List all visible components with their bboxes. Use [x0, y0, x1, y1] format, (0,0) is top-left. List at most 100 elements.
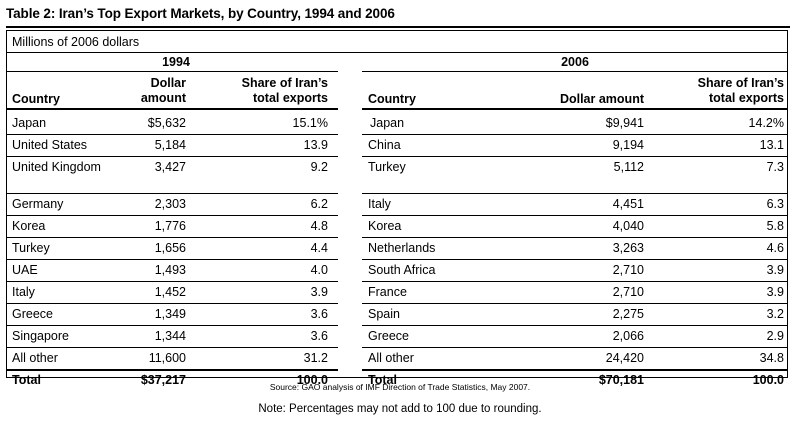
- share-cell-right: 100.0: [752, 373, 784, 387]
- table-row: Italy 1,452 3.9 France 2,710 3.9: [6, 282, 788, 303]
- share-cell-right: 34.8: [759, 351, 784, 365]
- amount-cell-left: 1,349: [154, 307, 186, 321]
- amount-cell-left: 2,303: [154, 197, 186, 211]
- table-row: United Kingdom 3,427 9.2 Turkey 5,112 7.3: [6, 157, 788, 193]
- amount-cell-left: 11,600: [148, 351, 186, 365]
- amount-cell-left: 1,452: [154, 285, 186, 299]
- header-rule-left: [6, 108, 338, 110]
- country-cell-right: Turkey: [368, 160, 406, 174]
- table-row: Greece 1,349 3.6 Spain 2,275 3.2: [6, 304, 788, 325]
- source-line: Source: GAO analysis of IMF Direction of…: [269, 382, 531, 392]
- country-cell-right: Netherlands: [368, 241, 436, 255]
- country-cell-right: All other: [368, 351, 414, 365]
- share-cell-right: 3.9: [766, 285, 784, 299]
- table-frame: [6, 30, 788, 378]
- row-separator-left: [6, 347, 338, 348]
- country-cell-right: Japan: [370, 116, 405, 130]
- country-cell-left: Germany: [12, 197, 64, 211]
- row-separator-left: [6, 134, 338, 135]
- country-cell-left: Greece: [12, 307, 53, 321]
- table-row: Japan $5,632 15.1% Japan $9,941 14.2%: [6, 113, 788, 134]
- share-cell-left: 9.2: [310, 160, 328, 174]
- amount-cell-right: 2,710: [612, 285, 644, 299]
- amount-cell-right: 3,263: [612, 241, 644, 255]
- share-cell-left: 3.6: [310, 307, 328, 321]
- row-separator-left: [6, 369, 338, 371]
- amount-cell-left: 1,656: [154, 241, 186, 255]
- amount-cell-left: 3,427: [154, 160, 186, 174]
- table-title: Table 2: Iran’s Top Export Markets, by C…: [6, 6, 395, 21]
- share-cell-right: 3.2: [766, 307, 784, 321]
- year-heading-left: 1994: [162, 55, 190, 69]
- share-cell-left: 4.0: [310, 263, 328, 277]
- country-cell-left: All other: [12, 351, 58, 365]
- row-separator-left: [6, 215, 338, 216]
- amount-cell-right: 24,420: [605, 351, 644, 365]
- table-row: Singapore 1,344 3.6 Greece 2,066 2.9: [6, 326, 788, 347]
- units-rule: [6, 52, 788, 53]
- table-row: Korea 1,776 4.8 Korea 4,040 5.8: [6, 216, 788, 237]
- amount-cell-right: 9,194: [612, 138, 644, 152]
- amount-cell-right: 2,275: [612, 307, 644, 321]
- header-country-right: Country: [368, 92, 416, 106]
- header-amount-left: Dollar amount: [140, 76, 186, 105]
- share-cell-right: 7.3: [766, 160, 784, 174]
- share-cell-right: 4.6: [766, 241, 784, 255]
- row-separator-right: [362, 325, 788, 326]
- country-cell-right: South Africa: [368, 263, 436, 277]
- amount-cell-right: $70,181: [598, 373, 644, 387]
- amount-cell-left: $5,632: [147, 116, 186, 130]
- amount-cell-left: $37,217: [140, 373, 186, 387]
- row-separator-left: [6, 259, 338, 260]
- table-row: All other 11,600 31.2 All other 24,420 34.8: [6, 348, 788, 369]
- country-cell-left: United States: [12, 138, 88, 152]
- country-cell-left: UAE: [12, 263, 38, 277]
- row-separator-right: [362, 369, 788, 371]
- table-row: UAE 1,493 4.0 South Africa 2,710 3.9: [6, 260, 788, 281]
- amount-cell-right: 5,112: [613, 160, 644, 174]
- share-cell-right: 2.9: [766, 329, 784, 343]
- country-cell-right: Greece: [368, 329, 409, 343]
- country-cell-left: Japan: [12, 116, 47, 130]
- table-row: United States 5,184 13.9 China 9,194 13.1: [6, 135, 788, 156]
- row-separator-left: [6, 156, 338, 157]
- country-cell-right: China: [368, 138, 401, 152]
- year-rule-right: [362, 71, 788, 72]
- amount-cell-right: 2,710: [612, 263, 644, 277]
- row-separator-right: [362, 193, 788, 194]
- share-cell-right: 5.8: [766, 219, 784, 233]
- country-cell-left: Total: [12, 373, 41, 387]
- row-separator-right: [362, 347, 788, 348]
- note-line: Note: Percentages may not add to 100 due…: [258, 403, 542, 415]
- share-cell-left: 31.2: [303, 351, 328, 365]
- row-separator-left: [6, 193, 338, 194]
- country-cell-right: Italy: [368, 197, 391, 211]
- share-cell-left: 3.9: [310, 285, 328, 299]
- year-heading-right: 2006: [561, 55, 589, 69]
- share-cell-right: 13.1: [759, 138, 784, 152]
- country-cell-left: United Kingdom: [12, 160, 101, 174]
- amount-cell-right: 2,066: [612, 329, 644, 343]
- amount-cell-left: 1,493: [154, 263, 186, 277]
- row-separator-right: [362, 156, 788, 157]
- amount-cell-right: $9,941: [605, 116, 644, 130]
- year-rule-left: [6, 71, 338, 72]
- row-separator-right: [362, 237, 788, 238]
- row-separator-left: [6, 325, 338, 326]
- share-cell-left: 15.1%: [292, 116, 328, 130]
- amount-cell-left: 5,184: [154, 138, 186, 152]
- share-cell-left: 4.8: [310, 219, 328, 233]
- share-cell-right: 3.9: [766, 263, 784, 277]
- amount-cell-right: 4,451: [612, 197, 644, 211]
- amount-cell-left: 1,776: [154, 219, 186, 233]
- share-cell-left: 3.6: [310, 329, 328, 343]
- header-rule-right: [362, 108, 788, 110]
- header-country-left: Country: [12, 92, 60, 106]
- row-separator-left: [6, 303, 338, 304]
- country-cell-right: Spain: [368, 307, 400, 321]
- country-cell-left: Italy: [12, 285, 35, 299]
- row-separator-left: [6, 237, 338, 238]
- share-cell-right: 14.2%: [748, 116, 784, 130]
- share-cell-left: 100.0: [296, 373, 328, 387]
- row-separator-left: [6, 281, 338, 282]
